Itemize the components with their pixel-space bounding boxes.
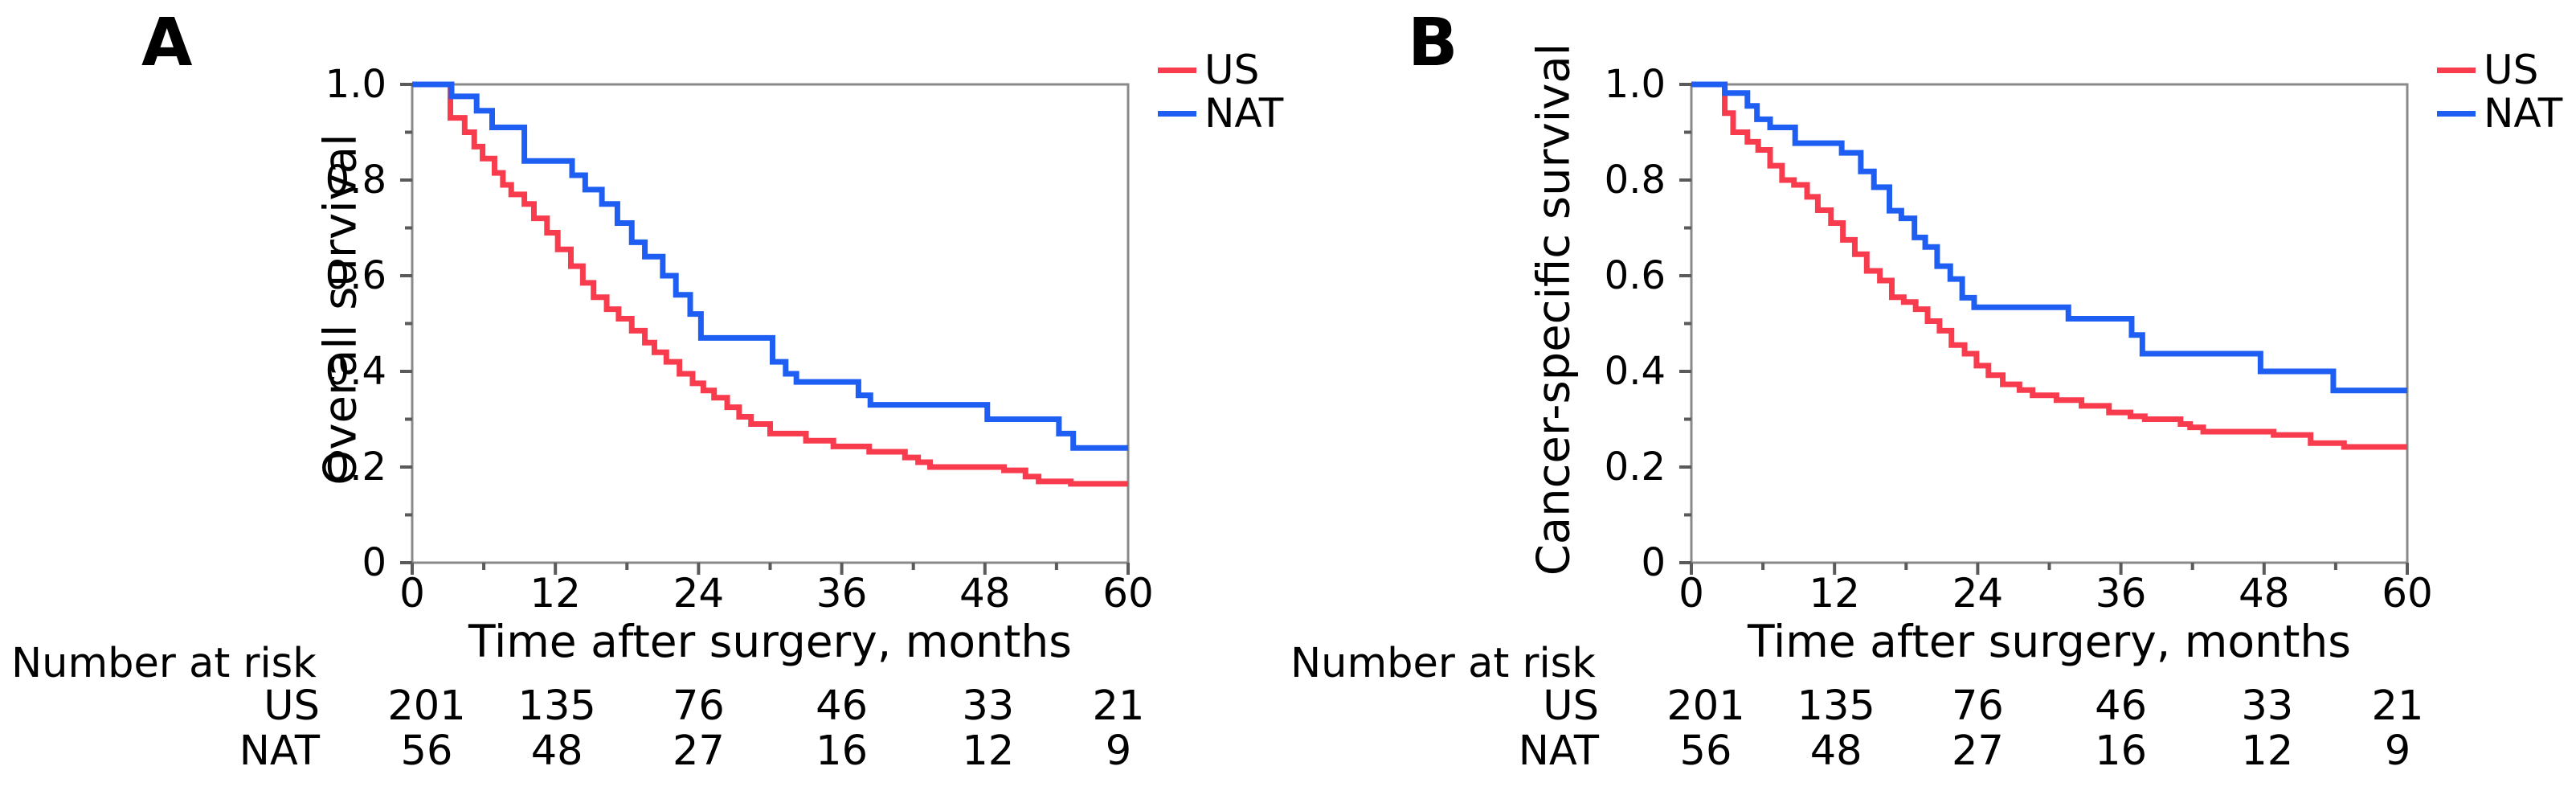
- legend-item-us: US: [2437, 48, 2562, 92]
- y-tick-label: 0: [362, 540, 386, 585]
- x-tick-label: 24: [673, 570, 725, 617]
- y-tick-label: 1.0: [325, 62, 386, 107]
- nat-line-swatch: [1158, 110, 1196, 117]
- y-tick-label: 0.2: [1605, 445, 1666, 490]
- x-axis-label: Time after surgery, months: [468, 616, 1072, 667]
- y-tick-label: 0.6: [1605, 253, 1666, 298]
- panel-label-b: B: [1408, 5, 1460, 81]
- x-tick-label: 24: [1952, 570, 2004, 617]
- number-at-risk-title: Number at risk: [1290, 640, 1596, 687]
- legend: US NAT: [1158, 48, 1283, 135]
- panel-cancer-specific-survival: B Cancer-specific survival 0 12 24 36 48 60 1.…: [1279, 0, 2576, 795]
- x-tick-label: 0: [399, 570, 425, 617]
- plot-frame: [411, 83, 1130, 564]
- legend-label-nat: NAT: [2484, 90, 2563, 137]
- legend-label-us: US: [1204, 47, 1260, 93]
- x-tick-label: 12: [1809, 570, 1860, 617]
- y-tick-label: 0.4: [325, 349, 386, 394]
- legend-item-us: US: [1158, 48, 1283, 92]
- number-at-risk-title: Number at risk: [11, 640, 317, 687]
- x-tick-label: 60: [1102, 570, 1154, 617]
- y-tick-label: 0.2: [325, 445, 386, 490]
- legend: US NAT: [2437, 48, 2562, 135]
- x-axis-label: Time after surgery, months: [1748, 616, 2351, 667]
- us-line-swatch: [1158, 67, 1196, 73]
- legend-label-us: US: [2484, 47, 2539, 93]
- y-tick-label: 0.4: [1605, 349, 1666, 394]
- x-tick-label: 0: [1678, 570, 1704, 617]
- y-tick-label: 0.6: [325, 253, 386, 298]
- x-tick-label: 36: [816, 570, 868, 617]
- x-tick-label: 60: [2382, 570, 2433, 617]
- km-plot-overall-survival: 0 12 24 36 48 60 1.0 0.8 0.6 0.4 0.2 0: [325, 62, 1154, 617]
- km-curve-us: [412, 81, 1128, 487]
- legend-item-nat: NAT: [1158, 92, 1283, 135]
- x-tick-label: 48: [959, 570, 1011, 617]
- y-tick-label: 0.8: [325, 158, 386, 203]
- y-tick-label: 0: [1641, 540, 1666, 585]
- km-curve-nat: [1691, 81, 2407, 394]
- y-tick-label: 1.0: [1605, 62, 1666, 107]
- x-tick-label: 12: [530, 570, 581, 617]
- km-plot-cancer-specific-survival: 0 12 24 36 48 60 1.0 0.8 0.6 0.4 0.2 0: [1605, 62, 2433, 617]
- legend-item-nat: NAT: [2437, 92, 2562, 135]
- us-line-swatch: [2437, 67, 2476, 73]
- y-tick-label: 0.8: [1605, 158, 1666, 203]
- x-tick-label: 36: [2096, 570, 2147, 617]
- km-curve-us: [1691, 81, 2407, 450]
- x-tick-label: 48: [2239, 570, 2290, 617]
- nat-line-swatch: [2437, 110, 2476, 117]
- panel-overall-survival: A Overall survival 0 12 24 36 48 60 1.0 0.8 0.6 0…: [11, 5, 1283, 775]
- km-curve-nat: [412, 81, 1128, 451]
- panel-label-a: A: [141, 5, 194, 81]
- plot-frame: [1690, 83, 2409, 564]
- legend-label-nat: NAT: [1204, 90, 1284, 137]
